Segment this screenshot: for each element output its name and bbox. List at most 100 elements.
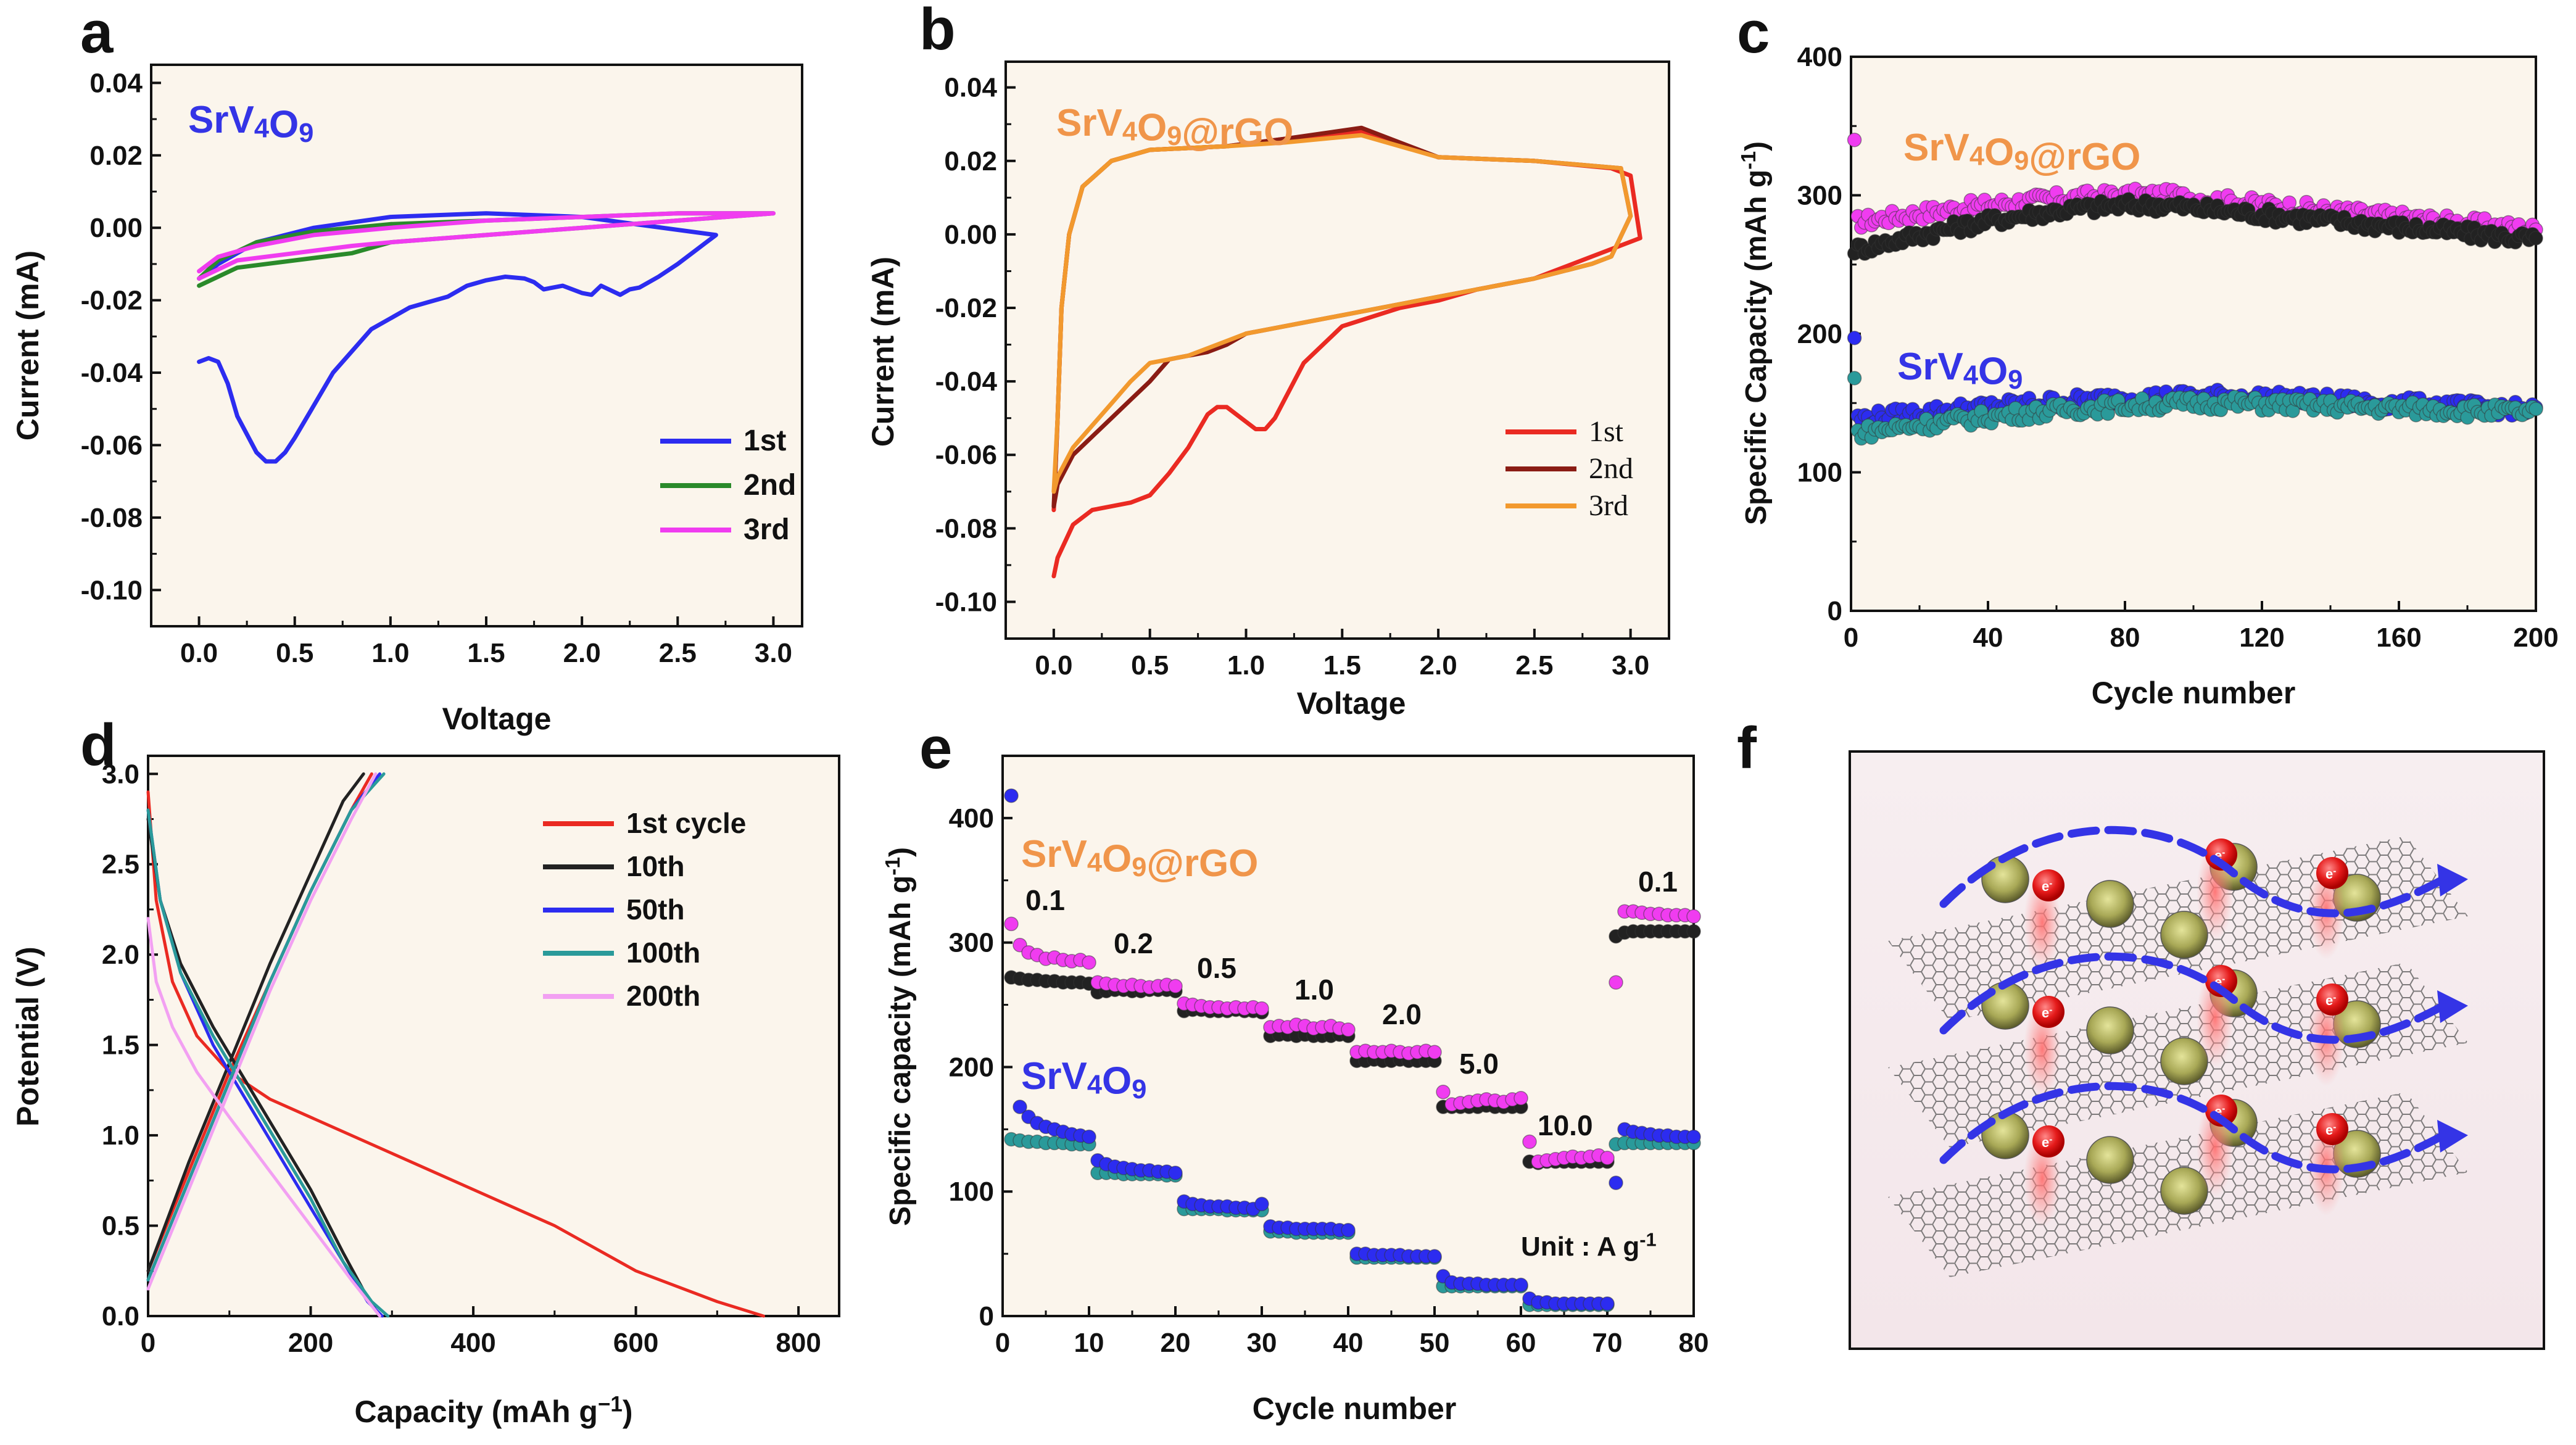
x-tick-label: 800 bbox=[776, 1328, 821, 1358]
electron-label: e- bbox=[2042, 1134, 2052, 1150]
x-tick-label: 80 bbox=[1679, 1328, 1709, 1358]
data-point bbox=[1522, 1134, 1537, 1149]
electron bbox=[2032, 1125, 2065, 1157]
legend-label: 2nd bbox=[743, 469, 796, 502]
y-tick-label: -0.08 bbox=[935, 513, 997, 544]
y-tick-label: 0.04 bbox=[89, 68, 143, 98]
panel-letter-d: d bbox=[80, 712, 117, 778]
legend-label: 50th bbox=[626, 893, 685, 925]
data-point bbox=[1514, 1091, 1528, 1106]
y-tick-label: 100 bbox=[949, 1177, 994, 1207]
data-point bbox=[1436, 1085, 1451, 1099]
srv4o9-particle bbox=[2086, 880, 2134, 928]
plot-area bbox=[1004, 60, 1670, 640]
panel-e: 0 10 20 30 40 50 60 70 80 0 100 200 300 400 SrV4O9@rGO… bbox=[882, 755, 1709, 1426]
y-tick-label: -0.06 bbox=[935, 440, 997, 470]
y-tick-label: 0.02 bbox=[89, 141, 143, 171]
data-point bbox=[1427, 1249, 1442, 1264]
sample-label: SrV4O9 bbox=[1897, 346, 2023, 395]
data-point bbox=[1427, 1045, 1442, 1059]
electron-label: e- bbox=[2042, 1004, 2052, 1021]
x-tick-label: 40 bbox=[1973, 623, 2003, 653]
plot-area bbox=[150, 64, 803, 627]
x-axis-label: Voltage bbox=[442, 702, 552, 736]
x-axis-label: Capacity (mAh g−1) bbox=[354, 1393, 632, 1430]
electron-label: e- bbox=[2325, 866, 2336, 882]
x-tick-label: 1.5 bbox=[467, 638, 505, 668]
electron-path-arrow bbox=[1939, 952, 2448, 1044]
y-axis-label: Specific Capacity (mAh g-1) bbox=[1737, 141, 1773, 525]
x-tick-label: 600 bbox=[613, 1328, 658, 1358]
rate-label: 0.2 bbox=[1114, 927, 1153, 959]
data-point bbox=[1004, 916, 1019, 932]
charge-10th bbox=[146, 772, 365, 1273]
panel-a: 0.0 0.5 1.0 1.5 2.0 2.5 3.0 0.04 0.02 0.00 -0.02 -0… bbox=[10, 64, 803, 736]
data-point bbox=[1082, 1129, 1096, 1145]
electron-path-arrow bbox=[1939, 1082, 2448, 1174]
x-axis-label: Cycle number bbox=[2092, 676, 2296, 710]
x-tick-label: 2.5 bbox=[1515, 650, 1553, 681]
rate-label: 0.1 bbox=[1638, 866, 1678, 898]
x-tick-label: 1.0 bbox=[1227, 650, 1265, 681]
y-tick-label: 2.5 bbox=[102, 850, 139, 880]
data-point bbox=[1341, 1223, 1356, 1238]
x-tick-label: 50 bbox=[1420, 1328, 1450, 1358]
data-point bbox=[2528, 231, 2543, 246]
y-tick-label: 1.0 bbox=[102, 1120, 139, 1151]
y-tick-label: 400 bbox=[1797, 42, 1842, 72]
electron-label: e- bbox=[2325, 992, 2336, 1008]
rate-label: 0.5 bbox=[1197, 952, 1236, 984]
x-tick-label: 120 bbox=[2239, 623, 2284, 653]
panel-b: 0.0 0.5 1.0 1.5 2.0 2.5 3.0 0.04 0.02 0.00 -0.02 -0… bbox=[866, 60, 1670, 721]
x-tick-label: 3.0 bbox=[755, 638, 792, 668]
data-point bbox=[1168, 1166, 1183, 1180]
y-tick-label: 400 bbox=[949, 803, 994, 834]
panel-letter-b: b bbox=[919, 0, 956, 62]
y-tick-label: -0.08 bbox=[81, 503, 143, 533]
x-tick-label: 70 bbox=[1592, 1328, 1623, 1358]
y-tick-label: 300 bbox=[1797, 181, 1842, 211]
y-tick-label: 0.5 bbox=[102, 1211, 139, 1241]
arrow-head bbox=[2437, 1120, 2468, 1153]
rate-label: 2.0 bbox=[1382, 998, 1422, 1030]
y-tick-label: -0.10 bbox=[81, 575, 143, 605]
data-point bbox=[1004, 788, 1019, 803]
charge-100th bbox=[146, 772, 386, 1281]
sample-label: SrV4O9@rGO bbox=[1056, 102, 1293, 154]
x-tick-label: 0.0 bbox=[180, 638, 218, 668]
y-tick-label: -0.06 bbox=[81, 430, 143, 460]
y-tick-label: 1.5 bbox=[102, 1030, 139, 1061]
x-tick-label: 0.0 bbox=[1035, 650, 1072, 681]
unit-label: Unit : A g-1 bbox=[1521, 1229, 1657, 1262]
x-tick-label: 40 bbox=[1333, 1328, 1364, 1358]
x-tick-label: 3.0 bbox=[1612, 650, 1649, 681]
y-tick-label: -0.04 bbox=[935, 366, 998, 397]
rate-label: 5.0 bbox=[1459, 1048, 1499, 1080]
electron bbox=[2032, 869, 2065, 901]
data-point bbox=[1013, 1099, 1027, 1114]
x-tick-label: 160 bbox=[2376, 623, 2421, 653]
discharge-1st cycle bbox=[146, 790, 765, 1318]
data-point bbox=[1847, 371, 1862, 386]
plot-area bbox=[1850, 56, 2537, 612]
electron bbox=[2316, 983, 2348, 1016]
electron bbox=[2316, 857, 2348, 889]
x-tick-label: 200 bbox=[288, 1328, 333, 1358]
y-tick-label: 2.0 bbox=[102, 940, 139, 970]
legend-label: 100th bbox=[626, 937, 700, 969]
x-tick-label: 400 bbox=[450, 1328, 495, 1358]
x-axis-label: Voltage bbox=[1297, 686, 1406, 721]
series-1st bbox=[197, 211, 718, 464]
electron-label: e- bbox=[2325, 1122, 2336, 1138]
x-tick-label: 30 bbox=[1247, 1328, 1277, 1358]
panel-letter-a: a bbox=[80, 0, 114, 65]
data-point bbox=[1600, 1150, 1615, 1166]
arrow-head bbox=[2437, 864, 2468, 896]
rate-label: 10.0 bbox=[1538, 1109, 1593, 1141]
legend-label: 3rd bbox=[743, 513, 790, 546]
y-tick-label: -0.10 bbox=[935, 587, 997, 617]
srv4o9-particle bbox=[2086, 1136, 2134, 1184]
series-3rd bbox=[197, 211, 776, 281]
data-point bbox=[2528, 402, 2543, 416]
